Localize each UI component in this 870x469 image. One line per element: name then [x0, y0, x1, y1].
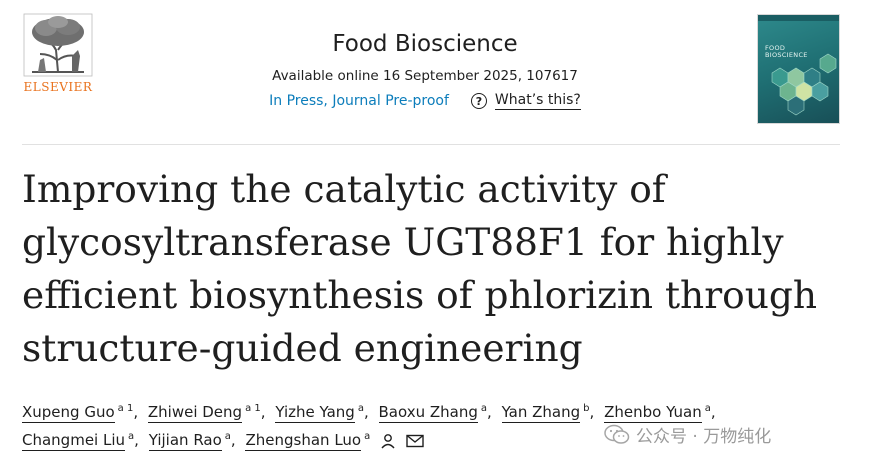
cover-title-line: BIOSCIENCE [765, 51, 808, 59]
author-link[interactable]: Yijian Rao a [148, 431, 231, 451]
author-affiliation: a [357, 403, 364, 414]
whats-this-label: What’s this? [494, 92, 581, 110]
author-affiliation: a [704, 403, 711, 414]
cover-title: FOOD BIOSCIENCE [765, 45, 808, 59]
author-link[interactable]: Changmei Liu a [22, 431, 135, 451]
author-name: Yizhe Yang [275, 403, 355, 423]
article-title-line: efficient biosynthesis of phlorizin thro… [22, 273, 818, 317]
article-title-line: Improving the catalytic activity of [22, 167, 666, 211]
author-affiliation: a [480, 403, 488, 414]
header-divider [22, 144, 840, 145]
author-link[interactable]: Zhiwei Deng a 1 [147, 403, 261, 423]
elsevier-tree-icon [23, 13, 93, 77]
whats-this-button[interactable]: ? What’s this? [470, 92, 581, 110]
author-link[interactable]: Yizhe Yang a [275, 403, 364, 423]
author-link[interactable]: Zhenbo Yuan a [604, 403, 711, 423]
author-list: Xupeng Guo a 1, Zhiwei Deng a 1, Yizhe Yan… [22, 403, 716, 451]
author-affiliation: b [583, 403, 590, 414]
cover-hexagon-graphic [771, 53, 837, 116]
author-affiliation: a 1 [117, 403, 134, 414]
available-online-text: Available online 16 September 2025, 1076… [272, 68, 578, 84]
author-name: Yijian Rao [148, 431, 222, 451]
wechat-watermark: 公众号 · 万物纯化 [604, 422, 771, 447]
in-press-status: In Press, Journal Pre-proof [269, 93, 449, 109]
author-name: Yan Zhang [501, 403, 581, 423]
journal-header: Food Bioscience Available online 16 Sept… [220, 30, 630, 110]
author-name: Zhenbo Yuan [604, 403, 702, 423]
author-affiliation: a 1 [245, 403, 261, 414]
elsevier-logo[interactable]: ELSEVIER [22, 10, 94, 96]
cover-top-bar [758, 15, 839, 21]
elsevier-wordmark: ELSEVIER [23, 80, 93, 94]
author-name: Zhengshan Luo [245, 431, 362, 451]
wechat-icon [604, 424, 630, 444]
journal-title-link[interactable]: Food Bioscience [332, 31, 518, 57]
person-icon[interactable] [380, 433, 396, 449]
author-affiliation: a [224, 431, 231, 442]
envelope-icon[interactable] [406, 434, 424, 448]
status-row: In Press, Journal Pre-proof ? What’s thi… [220, 92, 630, 110]
cover-title-line: FOOD [765, 44, 786, 52]
watermark-text: 公众号 · 万物纯化 [636, 427, 772, 447]
author-link[interactable]: Xupeng Guo a 1 [22, 403, 134, 423]
article-title: Improving the catalytic activity of glyc… [22, 163, 822, 375]
author-name: Xupeng Guo [22, 403, 115, 423]
author-affiliation: a [364, 431, 371, 442]
author-name: Zhiwei Deng [147, 403, 243, 423]
journal-cover-image[interactable]: FOOD BIOSCIENCE [758, 15, 839, 123]
author-name: Changmei Liu [22, 431, 126, 451]
author-affiliation: a [128, 431, 135, 442]
author-link[interactable]: Zhengshan Luo a [245, 431, 371, 451]
author-link[interactable]: Yan Zhang b [501, 403, 590, 423]
author-name: Baoxu Zhang [378, 403, 478, 423]
help-circle-icon: ? [470, 93, 487, 109]
article-title-line: structure-guided engineering [22, 326, 583, 370]
author-link[interactable]: Baoxu Zhang a [378, 403, 488, 423]
article-title-line: glycosyltransferase UGT88F1 for highly [22, 220, 784, 264]
